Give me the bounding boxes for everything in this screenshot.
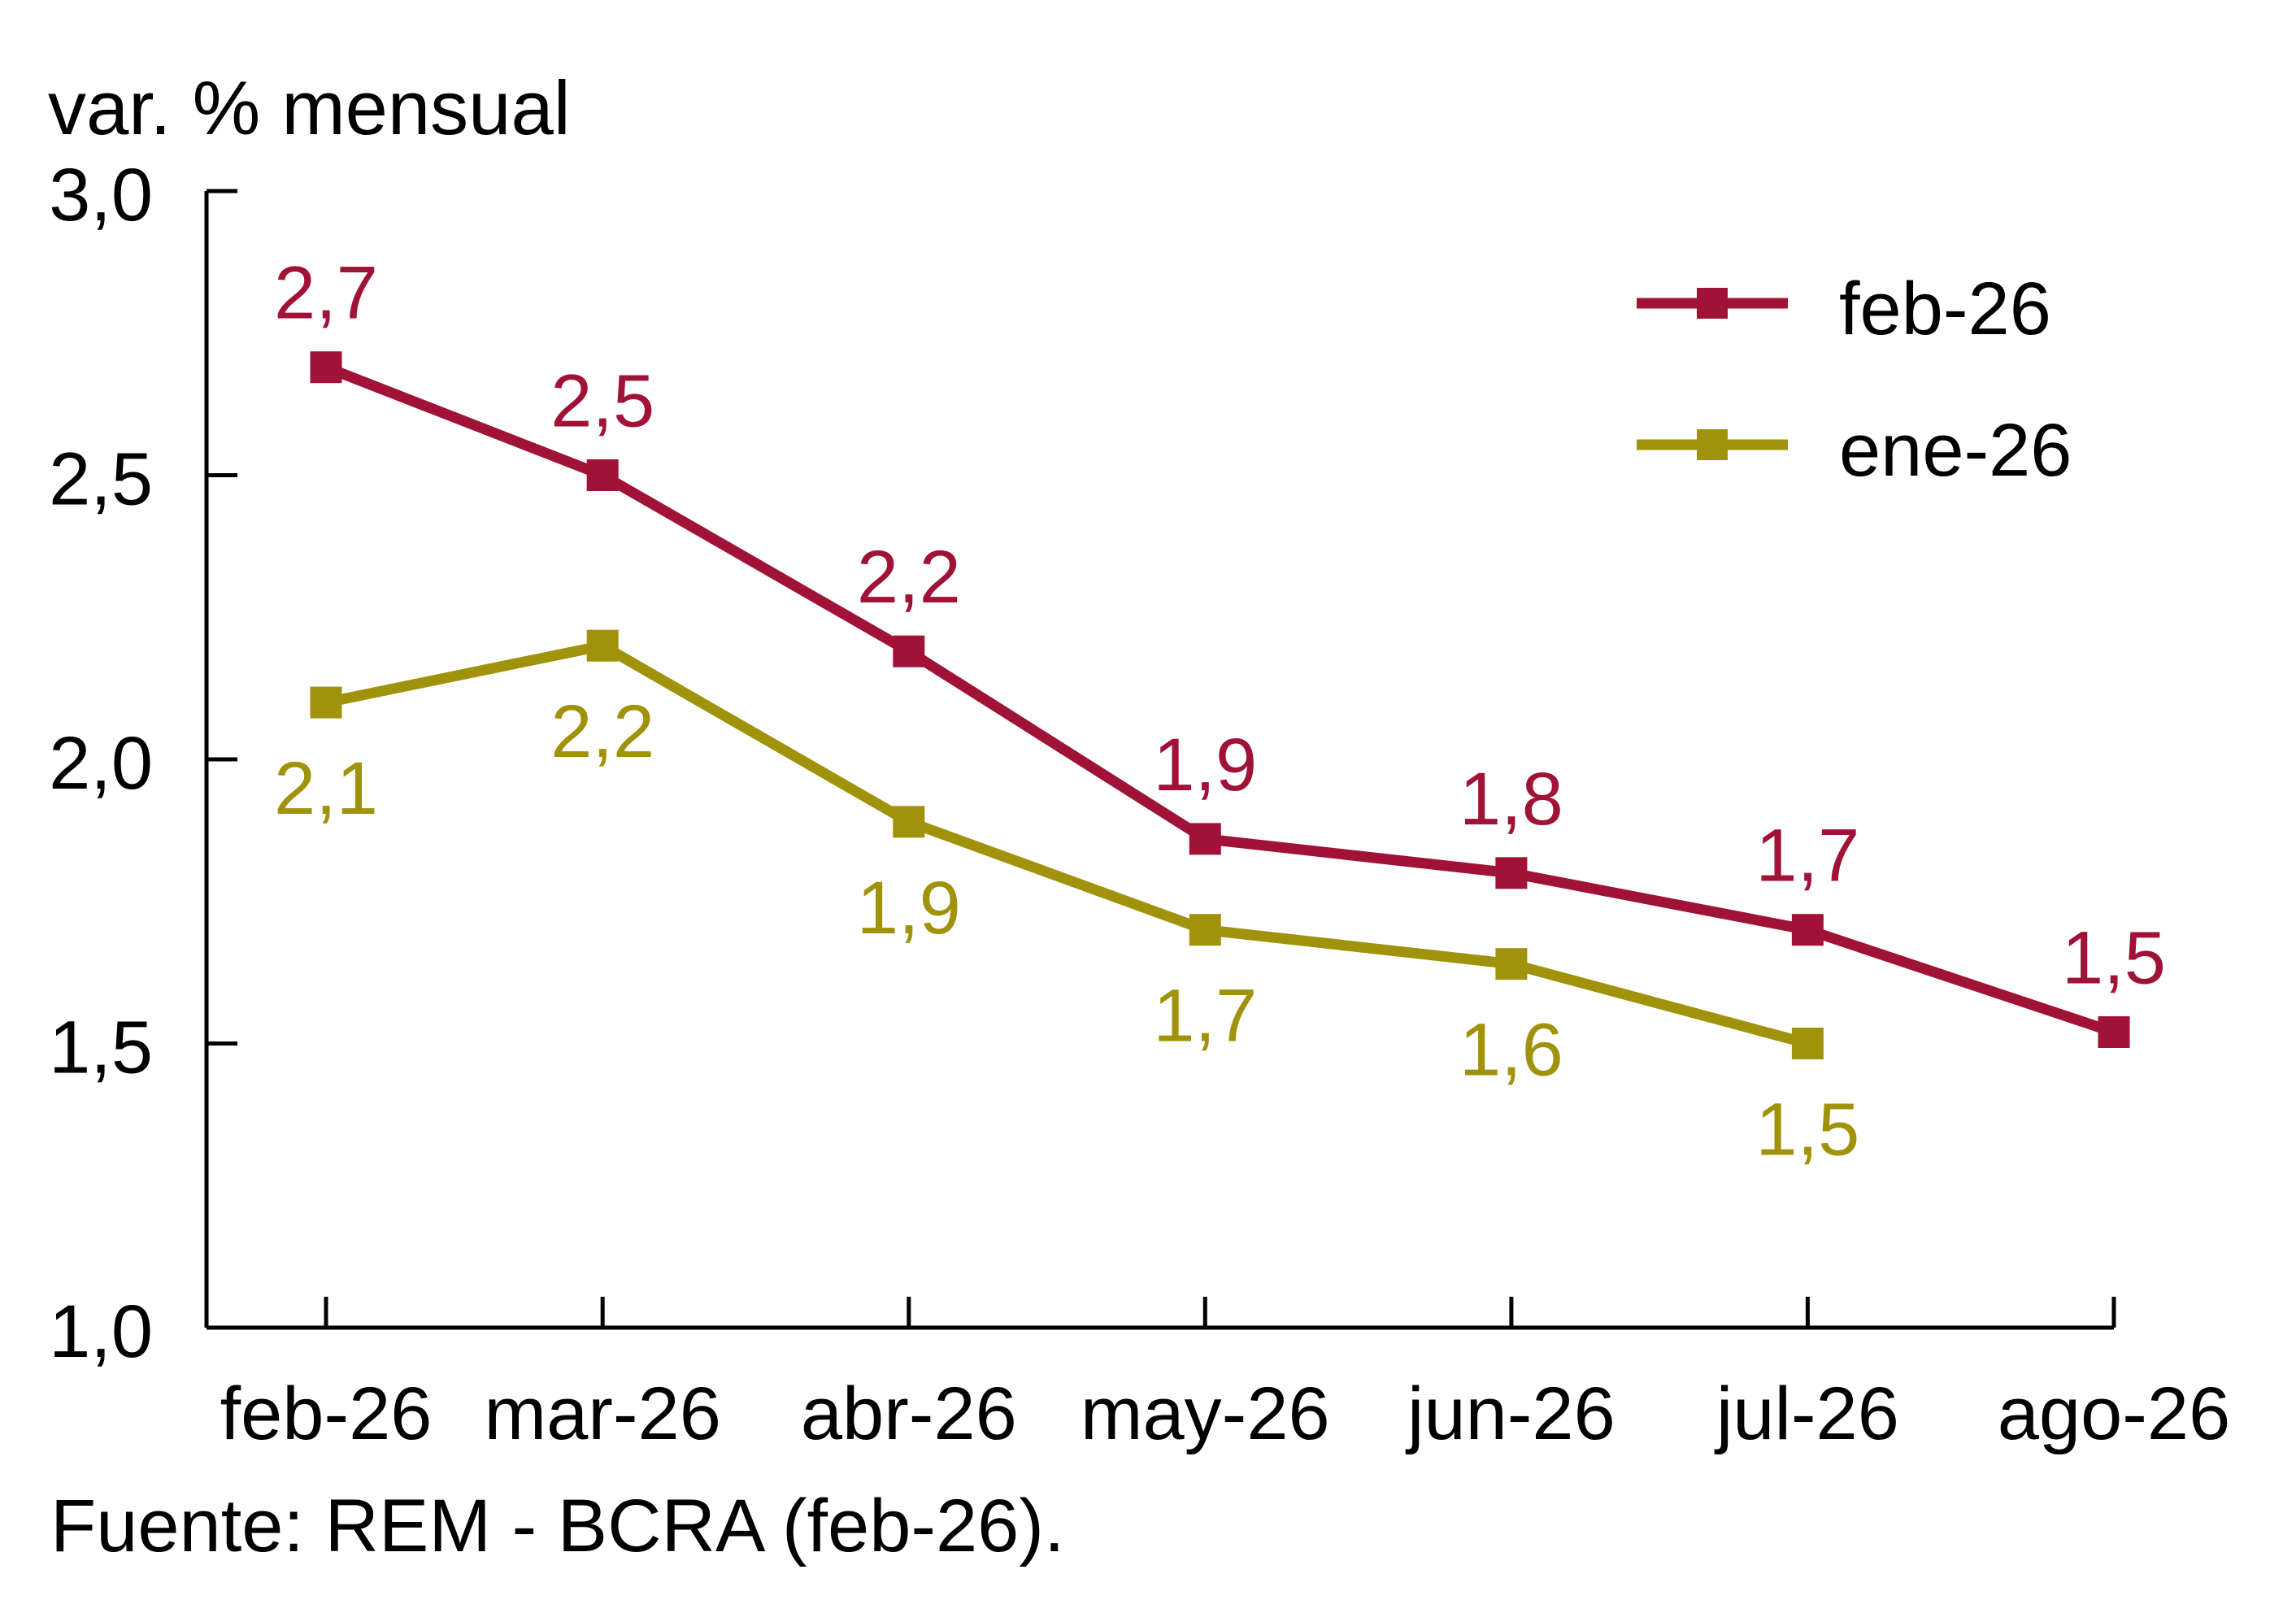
x-tick-label: may-26	[1081, 1372, 1330, 1455]
data-point-label: 1,6	[1459, 1009, 1563, 1092]
legend-label: feb-26	[1839, 267, 2051, 350]
data-point-label: 1,5	[2062, 917, 2166, 1000]
series-group: 2,1 2,2 1,9 1,7 1,6 1,5 2,7 2,5 2,2 1,9 1,8 1,7 1,5	[274, 252, 2166, 1172]
y-tick-label: 2,0	[49, 722, 153, 805]
legend-marker-swatch	[1697, 288, 1728, 319]
x-tick-label: ago-26	[1998, 1372, 2230, 1455]
data-point-marker	[2098, 1016, 2130, 1049]
data-point-marker	[893, 635, 925, 667]
data-point-label: 2,5	[550, 360, 654, 443]
x-tick-label: mar-26	[484, 1372, 720, 1455]
data-point-label: 1,5	[1755, 1089, 1859, 1172]
data-point-label: 2,2	[857, 536, 961, 619]
axes: 3,0 2,5 2,0 1,5 1,0 feb-26 mar-26 abr-26 may-26 j…	[49, 154, 2230, 1455]
data-point-marker	[310, 351, 342, 384]
data-point-marker	[1791, 1028, 1824, 1059]
data-point-label: 2,7	[274, 252, 378, 335]
data-point-label: 1,7	[1153, 975, 1257, 1058]
x-tick-label: jun-26	[1405, 1372, 1615, 1455]
y-tick-label: 3,0	[49, 154, 153, 237]
data-point-marker	[1189, 823, 1221, 855]
series-line	[324, 640, 1810, 1049]
x-tick-label: jul-26	[1714, 1372, 1899, 1455]
data-point-label: 1,8	[1459, 758, 1563, 841]
data-point-marker	[893, 806, 925, 838]
data-point-label: 1,9	[1153, 724, 1257, 807]
data-point-marker	[1495, 948, 1528, 980]
data-point-label: 1,7	[1755, 815, 1859, 898]
y-axis-unit-label: var. % mensual	[48, 65, 571, 150]
y-tick-label: 1,0	[49, 1290, 153, 1373]
y-tick-label: 1,5	[49, 1007, 153, 1089]
data-point-label: 2,1	[274, 747, 378, 830]
data-point-marker	[586, 459, 619, 491]
data-point-marker	[1791, 914, 1824, 946]
legend: feb-26 ene-26	[1637, 267, 2072, 492]
series-ene-26: 2,1 2,2 1,9 1,7 1,6 1,5	[274, 629, 1859, 1172]
x-tick-label: feb-26	[220, 1372, 433, 1455]
x-tick-label: abr-26	[801, 1372, 1017, 1455]
data-point-marker	[586, 629, 619, 662]
legend-label: ene-26	[1839, 409, 2072, 492]
data-point-marker	[1495, 857, 1528, 889]
data-point-marker	[310, 686, 342, 719]
data-point-label: 2,2	[550, 690, 654, 773]
series-feb-26: 2,7 2,5 2,2 1,9 1,8 1,7 1,5	[274, 252, 2166, 1049]
data-point-marker	[1189, 914, 1221, 946]
legend-marker-swatch	[1697, 429, 1728, 460]
legend-item-ene-26: ene-26	[1637, 409, 2072, 492]
y-tick-label: 2,5	[49, 438, 153, 521]
source-note: Fuente: REM - BCRA (feb-26).	[50, 1485, 1065, 1567]
data-point-label: 1,9	[857, 867, 961, 950]
legend-item-feb-26: feb-26	[1637, 267, 2051, 350]
